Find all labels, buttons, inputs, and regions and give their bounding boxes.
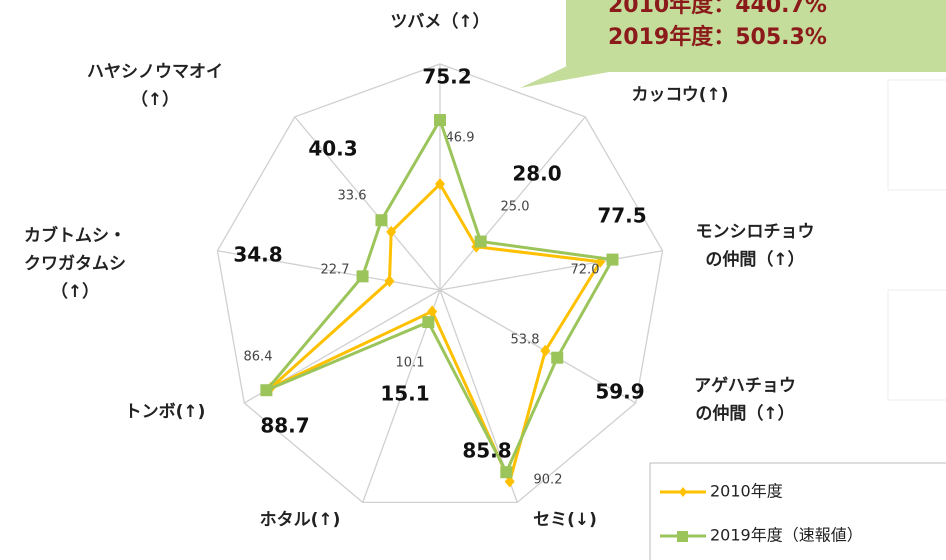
spoke — [439, 289, 637, 404]
value-label: 53.8 — [511, 333, 540, 348]
marker — [504, 475, 515, 488]
spoke — [439, 250, 663, 291]
marker — [551, 351, 564, 364]
value-label: 77.5 — [597, 204, 646, 228]
category-label: モンシロチョウの仲間（↑） — [696, 222, 815, 270]
category-label: アゲハチョウの仲間（↑） — [694, 375, 796, 424]
value-label: 15.1 — [380, 382, 429, 406]
legend-marker — [679, 487, 687, 497]
category-label: ハヤシノウマオイ（↑） — [87, 62, 223, 110]
value-label: 72.0 — [571, 263, 600, 278]
marker — [434, 114, 446, 127]
marker — [540, 344, 551, 357]
category-label: セミ(↓) — [533, 510, 597, 530]
annotation: 2019年度：505.3% — [608, 24, 827, 50]
category-label: ツバメ（↑） — [390, 11, 489, 32]
value-label: 46.9 — [446, 131, 475, 146]
value-label: 86.4 — [244, 350, 273, 365]
marker — [427, 305, 438, 318]
marker — [356, 270, 369, 283]
marker — [500, 466, 513, 479]
marker — [595, 255, 606, 268]
value-label: 40.3 — [308, 137, 357, 161]
category-label: カブトムシ・クワガタムシ（↑） — [24, 225, 126, 302]
category-label: カッコウ(↑) — [631, 85, 728, 105]
legend-label: 2019年度（速報値） — [710, 526, 863, 545]
series-line — [269, 181, 603, 486]
callout-box — [566, 0, 946, 72]
series-line — [265, 116, 615, 476]
spoke — [217, 250, 441, 291]
callout-pointer — [520, 60, 620, 88]
background-panel — [887, 289, 946, 401]
legend — [649, 462, 946, 560]
marker — [422, 316, 435, 329]
legend-marker — [677, 531, 688, 542]
legend-items: 2010年度 2019年度（速報値） — [660, 482, 863, 545]
annotation: 2010年度：440.7% — [608, 0, 827, 18]
grid-ring — [216, 63, 664, 504]
value-label: 22.7 — [321, 263, 350, 278]
value-label: 85.8 — [462, 439, 511, 463]
marker — [474, 235, 487, 248]
value-label: 10.1 — [396, 356, 425, 371]
marker — [435, 178, 445, 191]
value-label: 88.7 — [260, 414, 309, 438]
marker — [606, 253, 619, 266]
value-label: 33.6 — [338, 189, 367, 204]
category-label: ホタル(↑) — [260, 510, 341, 530]
value-label: 59.9 — [595, 380, 644, 404]
callout: 2010年度：440.7% 2019年度：505.3% — [520, 0, 946, 88]
category-label: トンボ(↑) — [125, 402, 206, 422]
value-label: 90.2 — [534, 473, 563, 488]
background-panel — [887, 79, 946, 191]
spoke — [294, 116, 441, 291]
value-label: 34.8 — [233, 243, 282, 267]
value-label: 75.2 — [422, 65, 471, 89]
marker — [386, 225, 397, 238]
marker — [375, 214, 388, 227]
value-label: 25.0 — [501, 200, 530, 215]
value-label: 28.0 — [512, 162, 561, 186]
spoke — [439, 116, 586, 291]
marker — [260, 384, 273, 397]
marker — [384, 275, 395, 288]
legend-label: 2010年度 — [710, 482, 783, 501]
